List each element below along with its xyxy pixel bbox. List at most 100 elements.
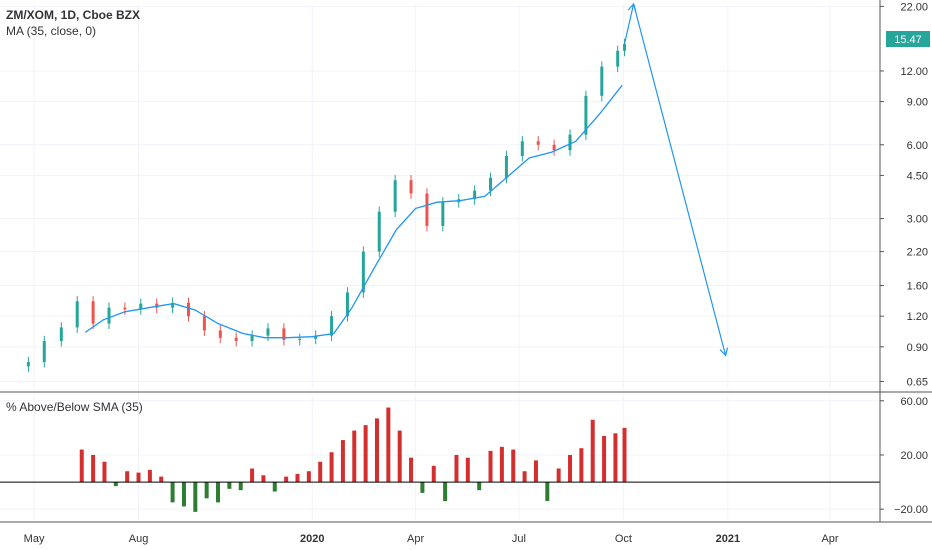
indicator-bar xyxy=(465,457,470,483)
candle-body xyxy=(504,155,508,178)
candle-body xyxy=(234,337,238,342)
y-tick-label: 22.00 xyxy=(900,1,928,13)
y-tick-label: 3.00 xyxy=(907,214,928,226)
indicator-bar xyxy=(420,482,425,493)
y-tick-label: 0.65 xyxy=(907,376,928,388)
y-tick-label: 4.50 xyxy=(907,170,928,182)
indicator-bar xyxy=(318,461,323,483)
candle-body xyxy=(155,303,159,308)
candle-body xyxy=(489,177,493,191)
indicator-bar xyxy=(431,465,436,483)
candle-body xyxy=(568,134,572,151)
indicator-bar xyxy=(136,472,141,483)
indicator-bar xyxy=(204,482,209,499)
candle-body xyxy=(266,328,270,336)
y-tick-label: 1.20 xyxy=(907,311,928,323)
candle-body xyxy=(59,327,63,342)
indicator-bar xyxy=(113,482,118,487)
y-tick-label: 9.00 xyxy=(907,97,928,109)
indicator-bar xyxy=(102,461,107,483)
candle-body xyxy=(520,141,524,156)
indicator-bar xyxy=(216,482,221,503)
indicator-bar xyxy=(250,468,255,483)
indicator-bar xyxy=(568,454,573,483)
candle-body xyxy=(202,316,206,331)
candle-body xyxy=(186,302,190,317)
x-tick-label: May xyxy=(24,533,45,545)
indicator-bar xyxy=(533,460,538,483)
indicator-bar xyxy=(545,482,550,502)
indicator-bar xyxy=(374,418,379,483)
candle-body xyxy=(218,330,222,338)
y-tick-label: 1.60 xyxy=(907,281,928,293)
indicator-bar xyxy=(329,452,334,483)
candle-body xyxy=(26,362,30,367)
indicator-bar xyxy=(499,446,504,483)
y-tick-label: 0.90 xyxy=(907,342,928,354)
candle-body xyxy=(123,307,127,310)
price-lines xyxy=(84,2,729,357)
y-tick-label: 2.20 xyxy=(907,247,928,259)
candle-body xyxy=(91,301,95,324)
indicator-bar xyxy=(261,475,266,483)
indicator-bar xyxy=(306,471,311,483)
indicator-bar xyxy=(590,419,595,483)
indicator-bar xyxy=(602,436,607,483)
x-tick-label: 2021 xyxy=(716,533,740,545)
indicator-bar xyxy=(340,440,345,483)
ma-indicator-label: MA (35, close, 0) xyxy=(6,24,96,38)
candle-body xyxy=(314,335,318,339)
candle-body xyxy=(409,180,413,194)
last-price-tag: 15.47 xyxy=(886,31,930,47)
x-tick-label: Aug xyxy=(129,533,149,545)
indicator-bar xyxy=(579,448,584,483)
indicator-bar xyxy=(295,473,300,483)
candle-body xyxy=(377,211,381,252)
chart-title: ZM/XOM, 1D, Cboe BZX xyxy=(6,8,140,22)
candle-body xyxy=(42,341,46,363)
candle-body xyxy=(536,141,540,145)
candle-body xyxy=(282,328,286,340)
indicator-bar xyxy=(181,482,186,507)
last-price-label: 15.47 xyxy=(894,34,922,46)
x-tick-label: Jul xyxy=(512,533,526,545)
indicator-bar xyxy=(622,427,627,483)
grid xyxy=(0,4,880,520)
sub-y-tick-label: 20.00 xyxy=(900,450,928,462)
candle-body xyxy=(330,316,334,336)
x-tick-label: Apr xyxy=(407,533,424,545)
candle-body xyxy=(345,292,349,317)
indicator-bar xyxy=(454,454,459,483)
candle-body xyxy=(425,193,429,226)
candle-body xyxy=(584,95,588,135)
candle-body xyxy=(171,302,175,308)
indicator-bar xyxy=(125,471,130,483)
indicator-bar xyxy=(522,471,527,483)
sub-y-tick-label: 60.00 xyxy=(900,396,928,408)
indicator-bar xyxy=(511,449,516,483)
indicator-bar xyxy=(397,430,402,483)
indicator-bar xyxy=(443,482,448,502)
indicator-bar xyxy=(363,425,368,483)
candle-body xyxy=(616,50,620,67)
last-price-badge xyxy=(886,31,930,47)
indicator-bar xyxy=(272,482,277,492)
price-candles xyxy=(26,38,627,372)
indicator-bar xyxy=(170,482,175,503)
candle-body xyxy=(107,307,111,324)
candle-body xyxy=(623,43,627,51)
arrowhead-target xyxy=(719,347,729,357)
indicator-bar xyxy=(477,482,482,491)
indicator-bar xyxy=(159,476,164,483)
indicator-bar xyxy=(613,433,618,483)
y-tick-label: 12.00 xyxy=(900,66,928,78)
candle-body xyxy=(298,338,302,340)
indicator-bar xyxy=(91,454,96,483)
indicator-bar xyxy=(147,469,152,483)
indicator-bar xyxy=(193,482,198,512)
indicator-bar xyxy=(488,450,493,483)
x-tick-label: Oct xyxy=(615,533,632,545)
candle-body xyxy=(75,301,79,328)
